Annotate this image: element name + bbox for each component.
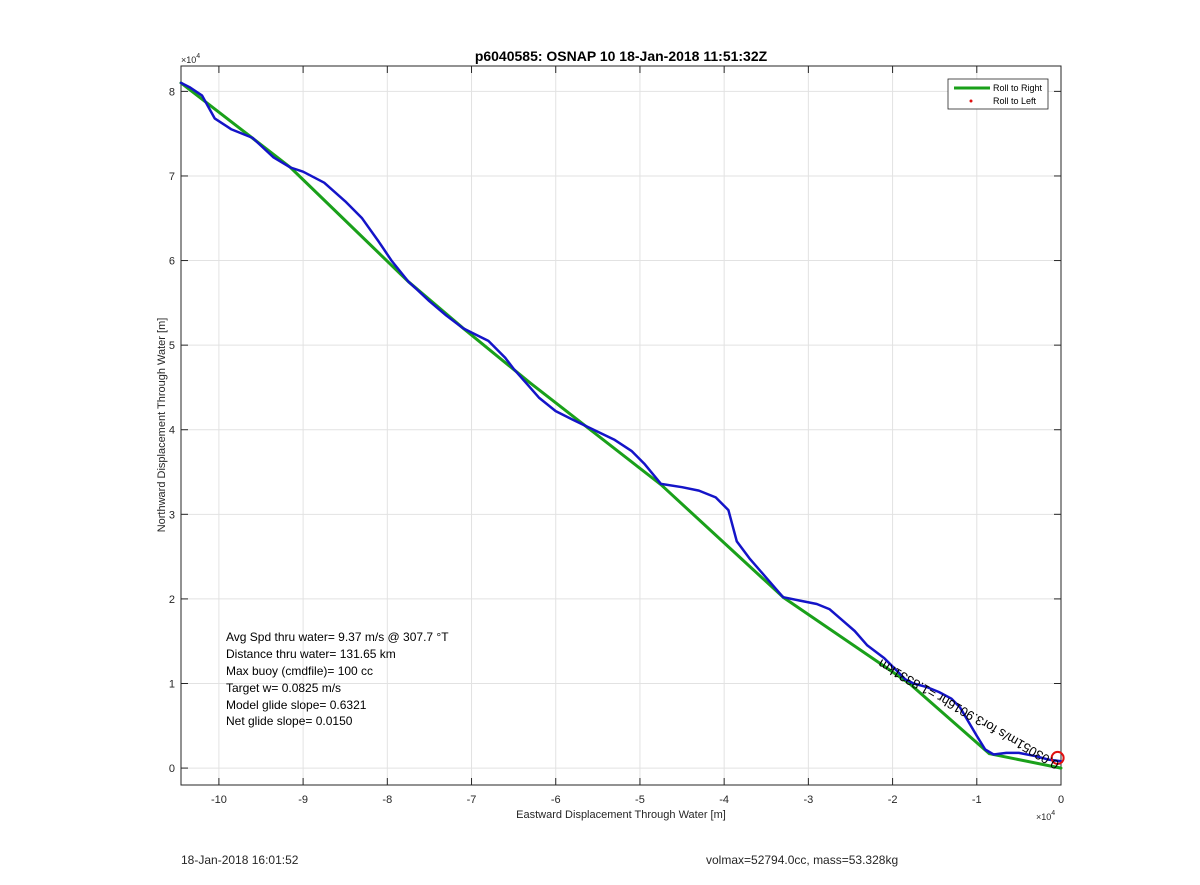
y-axis-multiplier: ×104 [181, 53, 200, 65]
y-tick-label: 4 [169, 425, 175, 437]
x-axis-multiplier: ×104 [1036, 810, 1055, 822]
stats-box: Avg Spd thru water= 9.37 m/s @ 307.7 °T … [226, 630, 449, 728]
y-tick-label: 0 [169, 763, 175, 775]
y-tick-label: 5 [169, 340, 175, 352]
legend-roll-left-swatch [969, 99, 973, 103]
footer-timestamp: 18-Jan-2018 16:01:52 [181, 853, 299, 867]
y-tick-label: 6 [169, 256, 175, 268]
stat-avg-speed: Avg Spd thru water= 9.37 m/s @ 307.7 °T [226, 630, 449, 644]
footer-volume-mass: volmax=52794.0cc, mass=53.328kg [706, 853, 899, 867]
axes-box [180, 65, 1062, 786]
series-track-line [179, 81, 1063, 763]
series-roll-right-line [179, 81, 1063, 770]
x-tick-label: -9 [298, 794, 308, 806]
x-tick-label: -5 [635, 794, 645, 806]
y-axis-label: Northward Displacement Through Water [m] [156, 318, 168, 533]
end-position-marker [1050, 750, 1065, 765]
current-annotation: 0.03051m/s for3.9016hr =1.8331km [875, 656, 1061, 772]
x-tick-label: -10 [211, 794, 227, 806]
x-axis-label: Eastward Displacement Through Water [m] [516, 809, 726, 821]
stat-max-buoy: Max buoy (cmdfile)= 100 cc [226, 664, 373, 678]
stat-distance: Distance thru water= 131.65 km [226, 647, 396, 661]
legend: Roll to Right Roll to Left [947, 78, 1049, 110]
y-tick-label: 2 [169, 594, 175, 606]
x-tick-label: -4 [719, 794, 729, 806]
y-tick-label: 3 [169, 509, 175, 521]
legend-roll-left-label: Roll to Left [993, 96, 1037, 106]
stat-net-glide: Net glide slope= 0.0150 [226, 714, 353, 728]
chart-title: p6040585: OSNAP 10 18-Jan-2018 11:51:32Z [475, 48, 768, 64]
y-tick-label: 1 [169, 678, 175, 690]
stat-target-w: Target w= 0.0825 m/s [226, 681, 341, 695]
x-tick-label: -7 [467, 794, 477, 806]
y-tick-label: 7 [169, 171, 175, 183]
legend-box [947, 78, 1049, 110]
x-tick-label: -6 [551, 794, 561, 806]
x-tick-label: -2 [888, 794, 898, 806]
stat-model-glide: Model glide slope= 0.6321 [226, 698, 367, 712]
series-layer [179, 81, 1065, 770]
x-tick-label: -3 [803, 794, 813, 806]
x-tick-label: -1 [972, 794, 982, 806]
x-tick-label: 0 [1058, 794, 1064, 806]
y-tick-label: 8 [169, 86, 175, 98]
x-tick-label: -8 [382, 794, 392, 806]
legend-roll-right-label: Roll to Right [993, 83, 1043, 93]
